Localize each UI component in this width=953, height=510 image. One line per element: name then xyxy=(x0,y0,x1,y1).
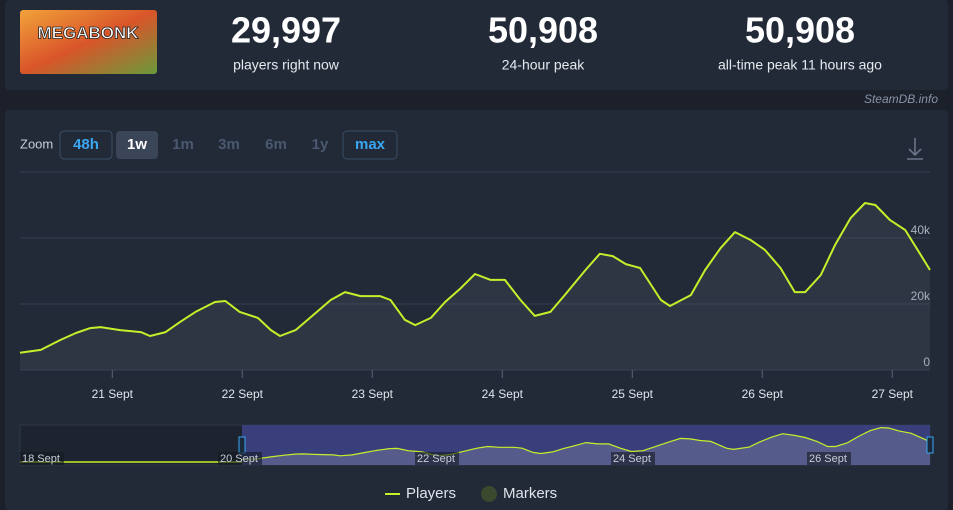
x-tick-label: 26 Sept xyxy=(742,387,784,401)
navigator-label-bg xyxy=(415,452,459,465)
zoom-button[interactable] xyxy=(59,130,113,160)
stat-label: 24-hour peak xyxy=(502,57,586,73)
legend-label[interactable]: Players xyxy=(406,485,456,502)
navigator-label-bg xyxy=(807,452,851,465)
x-tick-label: 25 Sept xyxy=(612,387,654,401)
logo-text: MEGABONK xyxy=(37,23,139,42)
stat-value: 50,908 xyxy=(488,10,598,51)
stat-value: 50,908 xyxy=(745,10,855,51)
navigator-label: 26 Sept xyxy=(809,453,847,465)
download-icon[interactable] xyxy=(907,138,923,160)
navigator-line xyxy=(241,426,931,460)
zoom-button-label[interactable]: 6m xyxy=(265,136,287,153)
players-line xyxy=(19,202,931,354)
navigator-handle[interactable] xyxy=(238,436,246,454)
navigator-label: 18 Sept xyxy=(22,453,60,465)
zoom-button[interactable] xyxy=(116,131,158,159)
zoom-button-label[interactable]: 1y xyxy=(312,136,329,153)
navigator-label: 24 Sept xyxy=(613,453,651,465)
stat-value: 29,997 xyxy=(231,10,341,51)
navigator-area xyxy=(242,427,930,465)
navigator-handle[interactable] xyxy=(926,436,934,454)
stat-label: players right now xyxy=(233,57,340,73)
y-tick-label: 40k xyxy=(911,223,931,237)
zoom-label: Zoom xyxy=(20,136,53,151)
navigator-label-bg xyxy=(611,452,655,465)
x-tick-label: 24 Sept xyxy=(482,387,524,401)
x-tick-label: 23 Sept xyxy=(352,387,394,401)
zoom-button-label[interactable]: 3m xyxy=(218,136,240,153)
zoom-button-label[interactable]: 48h xyxy=(73,136,99,153)
navigator-label-bg xyxy=(20,452,64,465)
navigator-label-bg xyxy=(218,452,262,465)
navigator-label: 20 Sept xyxy=(220,453,258,465)
y-tick-label: 0 xyxy=(923,355,930,369)
stat-label: all-time peak 11 hours ago xyxy=(718,57,882,73)
legend-swatch xyxy=(481,486,497,502)
zoom-button-label[interactable]: max xyxy=(355,136,386,153)
x-tick-label: 21 Sept xyxy=(92,387,134,401)
game-logo[interactable] xyxy=(20,10,157,74)
area-fill xyxy=(20,203,930,370)
y-tick-label: 20k xyxy=(911,289,931,303)
zoom-button-label[interactable]: 1w xyxy=(127,136,147,153)
credit[interactable]: SteamDB.info xyxy=(864,92,938,106)
legend-label[interactable]: Markers xyxy=(503,485,557,502)
navigator-label: 22 Sept xyxy=(417,453,455,465)
x-tick-label: 22 Sept xyxy=(222,387,264,401)
chart-panel xyxy=(5,110,948,510)
zoom-button[interactable] xyxy=(342,130,398,160)
x-tick-label: 27 Sept xyxy=(872,387,914,401)
zoom-button-label[interactable]: 1m xyxy=(172,136,194,153)
header-panel xyxy=(5,0,948,90)
